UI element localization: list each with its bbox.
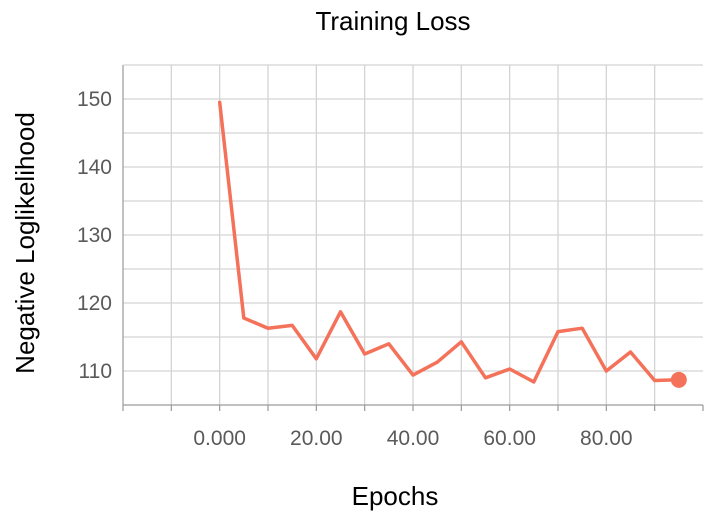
y-tick-label: 120 [77,292,112,315]
grid-lines [123,65,703,405]
y-tick-label: 150 [77,88,112,111]
y-tick-label: 130 [77,224,112,247]
x-tick-label: 0.000 [193,427,246,450]
y-axis-title: Negative Loglikelihood [10,112,40,374]
x-tick-label: 80.00 [580,427,633,450]
chart-title: Training Loss [315,6,470,36]
x-tick-label: 60.00 [483,427,536,450]
x-axis-title: Epochs [352,481,439,511]
series-layer [217,100,687,388]
x-tick-label: 20.00 [290,427,343,450]
last-point-marker[interactable] [670,371,687,388]
loss-series-line [217,100,681,384]
y-tick-label: 140 [77,156,112,179]
x-tick-label: 40.00 [387,427,440,450]
tick-labels: 110 120 130 140 150 0.000 20.00 40.00 60.00 80.00 [77,88,633,450]
y-tick-label: 110 [79,360,112,383]
plot-frame [122,64,704,411]
